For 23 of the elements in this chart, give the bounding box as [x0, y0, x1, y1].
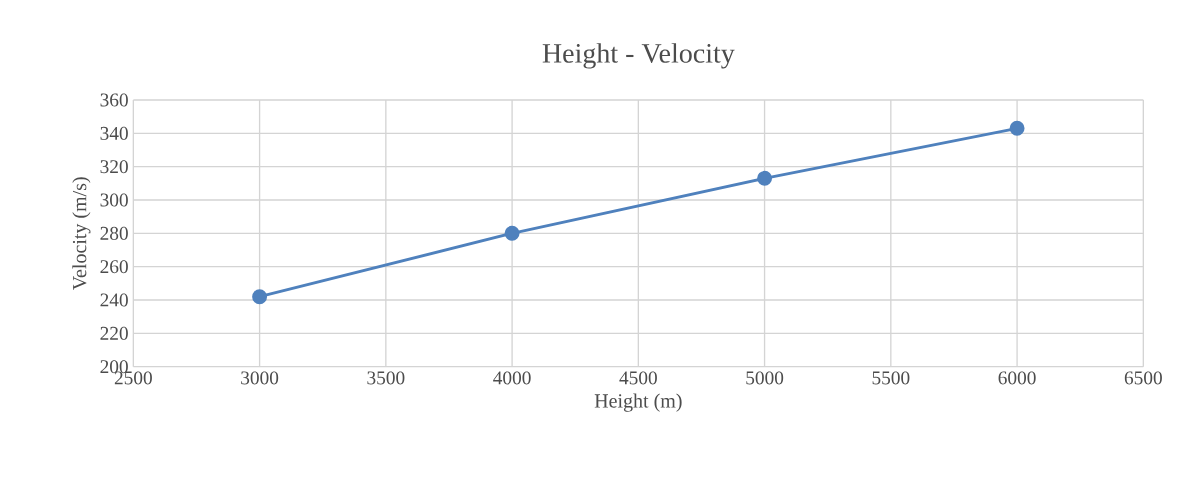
y-tick-label: 240	[100, 293, 128, 307]
x-tick-label: 5500	[872, 371, 910, 385]
x-tick-label: 6500	[1124, 371, 1162, 385]
y-tick-label: 300	[100, 193, 128, 207]
x-axis-title: Height (m)	[594, 393, 682, 412]
y-tick-label: 320	[100, 160, 128, 174]
x-tick-label: 4500	[619, 371, 657, 385]
chart-title: Height - Velocity	[542, 43, 735, 69]
y-tick-label: 360	[100, 93, 128, 107]
y-tick-label: 340	[100, 126, 128, 140]
x-tick-label: 4000	[493, 371, 531, 385]
x-tick-label: 3500	[367, 371, 405, 385]
x-tick-label: 5000	[746, 371, 784, 385]
y-axis-title: Velocity (m/s)	[72, 177, 91, 291]
point	[757, 170, 773, 186]
y-tick-label: 280	[100, 226, 128, 240]
x-tick-label: 6000	[998, 371, 1036, 385]
y-tick-label: 260	[100, 260, 128, 274]
y-tick-label: 220	[100, 326, 128, 340]
point	[1009, 120, 1025, 136]
point	[504, 225, 520, 241]
point	[252, 289, 268, 305]
x-tick-label: 3000	[241, 371, 279, 385]
